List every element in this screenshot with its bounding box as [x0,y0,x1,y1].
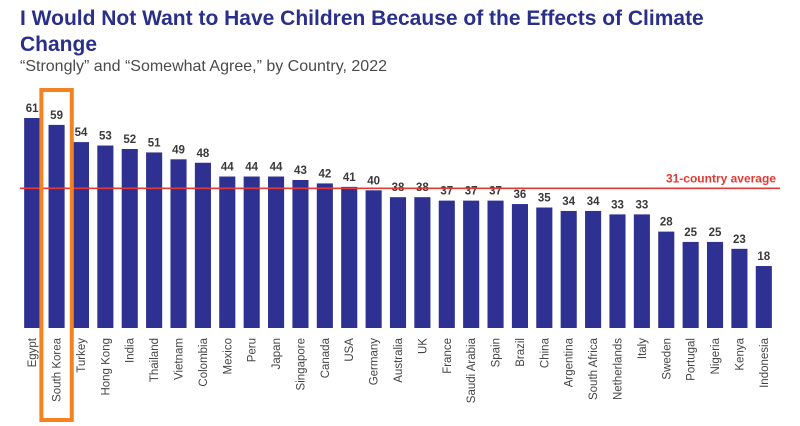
category-label: Spain [491,338,503,367]
category-label: Hong Kong [100,338,112,396]
category-label: Colombia [198,337,210,386]
category-label: India [125,337,137,363]
category-label: Portugal [686,338,698,381]
average-label: 31-country average [666,171,776,185]
bar-kenya [731,248,748,328]
bar-sweden [658,231,675,328]
bar-indonesia [755,266,772,328]
value-label: 44 [270,162,283,174]
value-label: 53 [99,131,112,143]
chart-title: I Would Not Want to Have Children Becaus… [20,7,704,56]
value-label: 34 [587,196,600,208]
category-label: Australia [393,337,405,382]
value-label: 40 [367,175,380,187]
bar-south-korea [48,124,65,328]
bar-australia [389,197,407,328]
category-label: Brazil [515,338,527,367]
value-label: 54 [75,127,88,139]
value-label: 59 [50,110,63,122]
category-label: Japan [271,338,283,369]
bar-hong-kong [97,145,114,328]
bar-thailand [146,152,163,328]
bar-brazil [511,204,528,328]
category-label: Peru [247,338,259,362]
value-label: 41 [343,172,356,184]
category-label: USA [344,338,356,362]
bar-vietnam [170,159,187,328]
value-label: 43 [294,165,307,177]
category-label: Italy [637,338,649,359]
bar-singapore [292,179,309,328]
category-label: South Korea [52,337,64,402]
category-label: Mexico [222,338,234,374]
bar-colombia [194,162,211,328]
category-label: Kenya [734,337,746,370]
chart-subtitle: “Strongly” and “Somewhat Agree,” by Coun… [20,58,387,75]
bar-argentina [560,210,577,328]
value-label: 34 [562,196,575,208]
value-label: 25 [684,227,697,239]
value-label: 42 [318,168,331,180]
value-label: 25 [709,227,722,239]
category-label: Vietnam [174,338,186,380]
value-label: 51 [148,137,161,149]
highlight-box [39,88,74,422]
bar-peru [243,176,260,328]
value-label: 52 [123,134,136,146]
bar-usa [341,186,358,328]
value-label: 35 [538,193,551,205]
bar-canada [316,183,333,328]
category-label: Canada [320,337,332,378]
value-label: 37 [440,186,453,198]
bar-netherlands [609,214,626,328]
value-label: 37 [465,186,478,198]
category-label: Germany [369,338,381,386]
bar-india [121,148,138,328]
category-label: UK [417,338,429,354]
value-label: 37 [489,186,502,198]
value-label: 44 [221,162,234,174]
category-label: South Africa [588,337,600,400]
bar-nigeria [706,241,724,328]
category-label: Saudi Arabia [466,337,478,403]
value-label: 48 [197,148,210,160]
bar-mexico [219,176,236,328]
bar-italy [633,214,650,328]
category-label: Singapore [295,338,307,390]
category-label: Thailand [149,338,161,382]
category-label: Turkey [76,338,88,373]
bar-germany [365,190,382,328]
bar-turkey [72,142,90,328]
value-label: 18 [757,251,770,263]
bar-egypt [24,118,41,328]
value-label: 33 [635,199,648,211]
value-label: 61 [26,103,39,115]
category-label: Nigeria [710,337,722,374]
category-labels-group: Egypt South Korea Turkey Hong Kong India Thai… [27,337,771,403]
bar-uk [414,197,431,328]
value-label: 23 [733,234,746,246]
bar-saudi-arabia [463,200,480,328]
category-label: Netherlands [612,338,624,400]
bar-portugal [682,241,699,328]
bar-china [536,207,553,328]
value-label: 49 [172,144,185,156]
category-label: France [442,338,454,374]
category-label: Egypt [27,337,39,367]
bar-spain [487,200,504,328]
bar-south-africa [585,210,602,328]
bar-france [438,200,455,328]
category-label: Sweden [661,338,673,380]
value-label: 36 [514,189,527,201]
bars-group [24,118,772,328]
category-label: Argentina [564,337,576,387]
category-label: China [539,337,551,368]
value-label: 44 [245,162,258,174]
bar-japan [268,176,285,328]
value-label: 28 [660,217,673,229]
value-label: 33 [611,199,624,211]
category-label: Indonesia [759,337,771,387]
